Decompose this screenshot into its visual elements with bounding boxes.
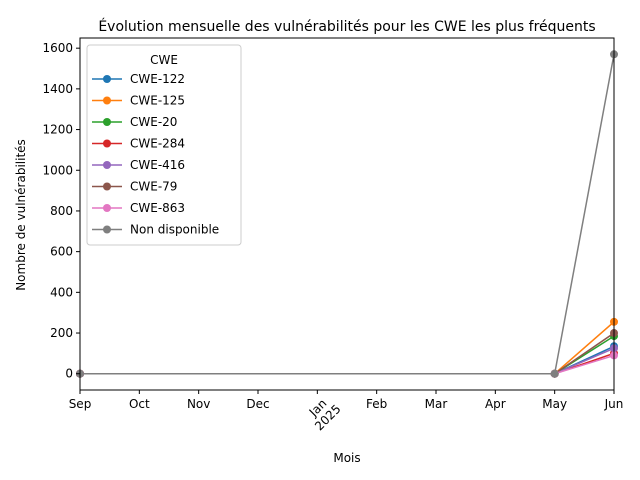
y-tick-label: 1400 xyxy=(42,82,73,96)
legend-entry: CWE-20 xyxy=(130,115,177,129)
x-tick-label: Sep xyxy=(69,397,92,411)
x-axis: Sep Oct Nov Dec Jan2025 Feb Mar Apr May Jun xyxy=(69,390,624,433)
legend-swatch-marker xyxy=(103,75,111,83)
legend-entry: CWE-284 xyxy=(130,137,185,151)
y-axis: 0 200 400 600 800 1000 1200 1400 1600 xyxy=(42,41,80,381)
series-line xyxy=(80,345,614,375)
legend-box xyxy=(86,44,242,246)
legend-entry: CWE-863 xyxy=(130,201,185,215)
plot-area xyxy=(76,50,618,378)
y-tick-label: 1200 xyxy=(42,123,73,137)
series-cwe-20 xyxy=(76,332,618,378)
y-tick-label: 0 xyxy=(65,367,73,381)
series-non-disponible xyxy=(76,50,618,378)
series-cwe-122 xyxy=(76,342,618,378)
legend-swatch-marker xyxy=(103,204,111,212)
series-cwe-79 xyxy=(76,329,618,378)
legend-entry: Non disponible xyxy=(130,223,219,237)
series-line xyxy=(80,321,614,375)
chart-title: Évolution mensuelle des vulnérabilités p… xyxy=(98,18,595,35)
legend: CWE CWE-122 CWE-125 CWE-20 CWE-284 CWE-416 CWE… xyxy=(86,44,242,246)
y-tick-label: 200 xyxy=(50,326,73,340)
legend-entry: CWE-125 xyxy=(130,94,185,108)
legend-swatch-marker xyxy=(103,96,111,105)
series-line xyxy=(80,332,614,375)
legend-entry: CWE-416 xyxy=(130,158,185,172)
series-cwe-125 xyxy=(76,317,618,378)
legend-title: CWE xyxy=(150,53,178,67)
plot-frame xyxy=(79,37,615,391)
legend-swatch-marker xyxy=(103,139,111,148)
x-tick-label: Feb xyxy=(366,397,387,411)
x-tick-label: Jun xyxy=(604,397,624,411)
legend-entry: CWE-79 xyxy=(130,180,177,194)
x-tick-label: Dec xyxy=(246,397,269,411)
y-tick-label: 1000 xyxy=(42,163,73,177)
x-axis-label: Mois xyxy=(333,451,360,465)
y-tick-label: 600 xyxy=(50,245,73,259)
y-tick-label: 400 xyxy=(50,285,73,299)
x-tick-label: Jan2025 xyxy=(302,392,343,433)
legend-swatch-marker xyxy=(103,182,111,191)
legend-swatch-marker xyxy=(103,161,111,169)
series-line xyxy=(80,335,614,375)
series-line xyxy=(80,352,614,375)
x-tick-label: Nov xyxy=(187,397,210,411)
data-point xyxy=(550,369,559,378)
x-tick-label: Oct xyxy=(129,397,150,411)
y-tick-label: 800 xyxy=(50,204,73,218)
legend-swatch-marker xyxy=(103,118,111,126)
series-line xyxy=(80,354,614,375)
x-tick-label: Mar xyxy=(425,397,448,411)
legend-entry: CWE-122 xyxy=(130,72,185,86)
series-cwe-416 xyxy=(76,344,618,378)
series-line xyxy=(80,347,614,375)
y-tick-label: 1600 xyxy=(42,41,73,55)
x-tick-label: Apr xyxy=(485,397,506,411)
y-axis-label: Nombre de vulnérabilités xyxy=(14,139,28,291)
legend-swatch-marker xyxy=(103,225,111,234)
x-tick-label: May xyxy=(542,397,567,411)
